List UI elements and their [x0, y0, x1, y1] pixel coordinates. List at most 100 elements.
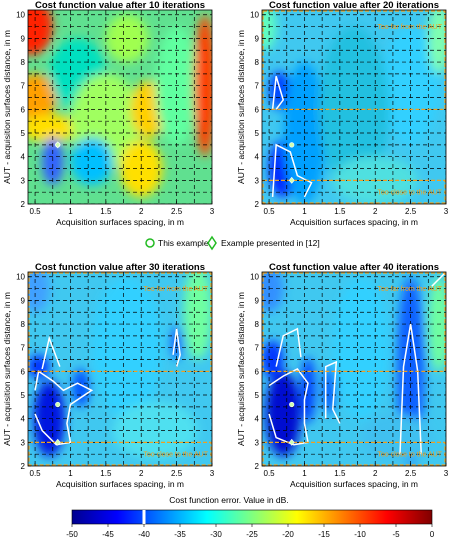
x-tick-label: 0.5	[30, 469, 42, 478]
contour-line	[172, 328, 181, 367]
y-tick-label: 6	[255, 105, 260, 114]
y-tick-label: 2	[255, 462, 260, 471]
y-tick-label: 7	[21, 82, 26, 91]
colorbar-title: Cost function error. Value in dB.	[169, 495, 288, 505]
too-close-region	[28, 441, 212, 466]
colorbar-tick-label: -35	[174, 530, 186, 539]
contour-line	[324, 360, 341, 424]
contour-line	[268, 368, 309, 446]
y-tick-label: 4	[21, 415, 26, 424]
colorbar-marker	[142, 510, 146, 524]
colorbar-tick-label: 0	[430, 530, 435, 539]
contour-line	[399, 323, 422, 455]
annotation-too-far: Too far from the AUT	[377, 286, 442, 293]
contour-line	[271, 143, 313, 198]
legend-example-12-label: Example presented in [12]	[221, 238, 320, 248]
y-axis-label: AUT - acquisition surfaces distance, in …	[236, 292, 246, 446]
x-tick-label: 2.5	[171, 469, 183, 478]
y-tick-label: 7	[255, 82, 260, 91]
x-tick-label: 1.5	[100, 469, 112, 478]
too-close-region	[262, 441, 446, 466]
x-tick-label: 3	[210, 207, 215, 216]
y-tick-label: 8	[255, 320, 260, 329]
x-tick-label: 0.5	[264, 207, 276, 216]
heatmap-panel-1: 0.5 1 1.5 2 2.5 3 2 3 4 5 6 7 8 9 10 Cost function valu…	[2, 0, 215, 227]
y-tick-label: 10	[250, 273, 259, 282]
y-tick-label: 10	[16, 11, 25, 20]
too-far-region	[28, 272, 212, 372]
plot-frame	[27, 271, 213, 467]
heatmap-region	[428, 10, 446, 74]
heatmap-field: Too far from the AUT Too close to the AUT	[262, 272, 446, 466]
x-tick-label: 0.5	[264, 469, 276, 478]
y-tick-label: 6	[255, 367, 260, 376]
marker-this-example	[289, 401, 295, 408]
y-tick-label: 8	[255, 58, 260, 67]
legend: This example Example presented in [12]	[145, 235, 320, 251]
y-tick-label: 3	[21, 176, 26, 185]
heatmap-region	[72, 369, 90, 407]
heatmap-region	[361, 413, 432, 462]
x-tick-label: 0.5	[30, 207, 42, 216]
x-tick-label: 2.5	[405, 469, 417, 478]
y-axis-label: AUT - acquisition surfaces distance, in …	[2, 30, 12, 184]
annotation-too-close: Too close to the AUT	[143, 452, 208, 459]
y-tick-label: 9	[21, 34, 26, 43]
heatmap-field	[28, 10, 212, 204]
heatmap-panel-2: Too far from the AUT Too close to the AUT…	[236, 0, 449, 227]
x-tick-label: 2.5	[405, 207, 417, 216]
colorbar-tick-label: -10	[354, 530, 366, 539]
y-tick-label: 7	[255, 344, 260, 353]
heatmap-region	[262, 10, 277, 51]
legend-example-12-marker	[207, 235, 217, 251]
x-tick-label: 3	[444, 207, 449, 216]
x-tick-label: 2	[139, 469, 144, 478]
x-tick-label: 1.5	[334, 207, 346, 216]
y-axis-label: AUT - acquisition surfaces distance, in …	[2, 292, 12, 446]
heatmap-panel-4: Too far from the AUT Too close to the AUT…	[236, 262, 449, 489]
heatmap-region	[28, 114, 78, 143]
heatmap-region	[265, 371, 301, 457]
colorbar: Cost function error. Value in dB. -50 -45…	[66, 495, 435, 539]
x-tick-label: 1.5	[334, 469, 346, 478]
x-tick-label: 1.5	[100, 207, 112, 216]
x-axis-label: Acquisition surfaces spacing, in m	[56, 479, 184, 489]
x-tick-label: 3	[444, 469, 449, 478]
panel-title: Cost function value after 40 iterations	[269, 262, 439, 273]
heatmap-panel-3: Too far from the AUT Too close to the AUT…	[2, 262, 215, 489]
marker-example-12	[54, 438, 61, 446]
annotation-too-close: Too close to the AUT	[377, 190, 442, 197]
y-tick-label: 10	[16, 273, 25, 282]
x-axis-label: Acquisition surfaces spacing, in m	[56, 217, 184, 227]
y-tick-label: 9	[255, 296, 260, 305]
plot-frame	[27, 9, 213, 205]
y-tick-label: 3	[255, 176, 260, 185]
x-tick-label: 2	[373, 207, 378, 216]
annotation-too-far: Too far from the AUT	[143, 286, 208, 293]
y-tick-label: 4	[21, 153, 26, 162]
y-tick-label: 3	[255, 438, 260, 447]
colorbar-tick-label: -50	[66, 530, 78, 539]
contour-line	[271, 76, 285, 110]
heatmap-region	[42, 137, 64, 186]
y-tick-label: 8	[21, 320, 26, 329]
contour-line	[275, 327, 302, 367]
heatmap-region	[300, 357, 316, 424]
y-tick-label: 8	[21, 58, 26, 67]
x-tick-label: 2	[139, 207, 144, 216]
marker-example-12	[288, 176, 295, 184]
y-tick-label: 6	[21, 105, 26, 114]
x-tick-label: 1	[302, 469, 307, 478]
y-tick-label: 9	[255, 34, 260, 43]
x-tick-label: 1	[302, 207, 307, 216]
panel-title: Cost function value after 30 iterations	[35, 262, 205, 273]
plot-frame	[261, 271, 447, 467]
x-tick-label: 3	[210, 469, 215, 478]
colorbar-tick-label: -40	[138, 530, 150, 539]
too-far-region	[262, 272, 446, 372]
y-tick-label: 9	[21, 296, 26, 305]
x-tick-label: 2.5	[171, 207, 183, 216]
y-tick-label: 6	[21, 367, 26, 376]
colorbar-tick-label: -5	[392, 530, 400, 539]
colorbar-gradient	[71, 509, 433, 525]
